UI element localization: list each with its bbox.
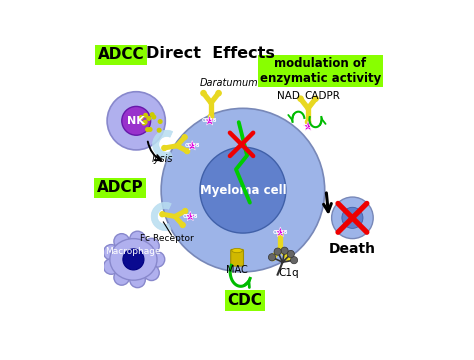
Circle shape [144, 265, 159, 280]
Text: NAD: NAD [277, 91, 300, 102]
Polygon shape [205, 116, 215, 125]
Circle shape [270, 255, 275, 261]
Text: CD38: CD38 [273, 230, 288, 235]
Circle shape [281, 247, 288, 254]
Circle shape [122, 107, 151, 135]
Circle shape [268, 254, 275, 261]
Circle shape [200, 147, 286, 233]
Circle shape [103, 259, 119, 274]
Text: CADPR: CADPR [305, 91, 341, 102]
Circle shape [161, 108, 325, 272]
Circle shape [182, 135, 187, 140]
Circle shape [123, 249, 144, 270]
Circle shape [180, 222, 185, 228]
Circle shape [158, 120, 162, 123]
Text: Fc Receptor: Fc Receptor [140, 234, 193, 243]
Circle shape [148, 127, 152, 131]
Circle shape [298, 96, 303, 101]
Text: ADCC: ADCC [98, 48, 144, 62]
Text: lysis: lysis [152, 154, 173, 164]
Text: modulation of
enzymatic activity: modulation of enzymatic activity [260, 57, 381, 85]
Circle shape [103, 244, 119, 260]
Text: CD38: CD38 [301, 124, 316, 129]
Circle shape [114, 234, 129, 249]
Circle shape [291, 257, 298, 264]
Circle shape [130, 231, 146, 247]
Circle shape [152, 115, 155, 119]
Circle shape [144, 113, 147, 117]
Polygon shape [153, 130, 173, 158]
Circle shape [209, 114, 214, 119]
Text: CDC: CDC [228, 293, 263, 308]
Circle shape [278, 232, 283, 237]
Circle shape [114, 270, 129, 285]
Circle shape [201, 91, 206, 96]
Text: CD38: CD38 [184, 143, 200, 148]
Circle shape [146, 128, 149, 131]
Polygon shape [275, 227, 285, 237]
Circle shape [143, 120, 147, 124]
Text: CD38: CD38 [182, 214, 198, 219]
Text: C1q: C1q [278, 268, 299, 278]
Text: MAC: MAC [226, 265, 248, 275]
Ellipse shape [232, 248, 242, 253]
Polygon shape [187, 140, 197, 150]
Text: Daratumumab: Daratumumab [200, 77, 271, 87]
Circle shape [285, 255, 291, 261]
Circle shape [313, 96, 318, 101]
Ellipse shape [110, 239, 157, 280]
Circle shape [162, 145, 167, 150]
FancyBboxPatch shape [231, 249, 244, 266]
Circle shape [139, 116, 143, 119]
Circle shape [305, 120, 310, 125]
Circle shape [185, 149, 190, 154]
Circle shape [107, 92, 165, 150]
Text: CD38: CD38 [202, 118, 218, 123]
Circle shape [332, 197, 373, 239]
Circle shape [287, 250, 294, 257]
Circle shape [157, 129, 161, 132]
Circle shape [147, 117, 151, 120]
Text: ADCP: ADCP [97, 180, 144, 195]
Circle shape [150, 113, 154, 116]
Polygon shape [151, 202, 171, 231]
Circle shape [149, 252, 165, 267]
Text: NK: NK [128, 116, 145, 126]
Circle shape [342, 207, 363, 228]
Circle shape [274, 248, 281, 255]
Circle shape [142, 121, 146, 125]
Circle shape [216, 91, 221, 96]
Circle shape [144, 238, 159, 254]
Text: Direct  Effects: Direct Effects [146, 46, 274, 61]
Polygon shape [303, 121, 313, 131]
Text: Myeloma cell: Myeloma cell [200, 184, 286, 197]
Text: Death: Death [329, 242, 376, 256]
Circle shape [130, 272, 146, 288]
Circle shape [183, 208, 188, 213]
Text: Macrophage: Macrophage [106, 247, 161, 256]
Polygon shape [185, 211, 195, 221]
Circle shape [160, 212, 165, 217]
